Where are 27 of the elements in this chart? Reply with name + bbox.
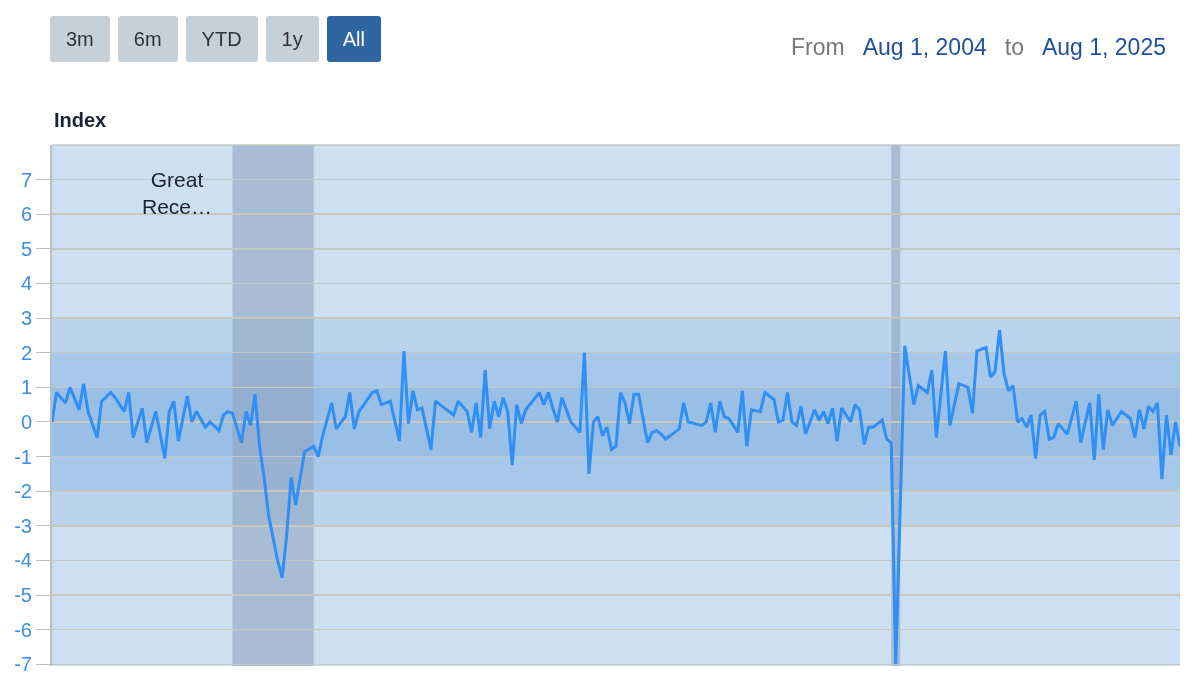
text: to — [1004, 34, 1024, 61]
text: All — [326, 16, 381, 62]
y-tick-label: -3 — [14, 514, 32, 537]
y-tick-label: 3 — [20, 307, 32, 330]
y-tick-label: -1 — [14, 445, 32, 468]
y-tick-label: -5 — [14, 584, 32, 607]
y-tick-label: 7 — [20, 168, 32, 191]
y-tick-label: 1 — [20, 376, 32, 399]
text: 3m — [50, 16, 110, 62]
text: 1y — [265, 16, 319, 62]
y-tick-label: 2 — [20, 341, 32, 364]
y-tick-label: 5 — [20, 237, 32, 260]
text: YTD — [185, 16, 258, 62]
y-tick-label: 4 — [20, 272, 32, 295]
y-tick-label: -6 — [14, 618, 32, 641]
annotation: Great Rece… — [142, 168, 213, 219]
text: 6m — [117, 16, 178, 62]
y-tick-label: 0 — [20, 410, 32, 433]
y-tick-label: -7 — [14, 653, 32, 676]
y-tick-label: -2 — [14, 480, 32, 503]
line-series — [52, 328, 1180, 666]
text: From — [791, 34, 845, 61]
y-tick-label: -4 — [14, 549, 32, 572]
y-tick-label: 6 — [20, 203, 32, 226]
text: Aug 1, 2004 — [862, 34, 987, 61]
y-axis-title: Index — [54, 109, 107, 131]
text: Aug 1, 2025 — [1041, 34, 1166, 61]
